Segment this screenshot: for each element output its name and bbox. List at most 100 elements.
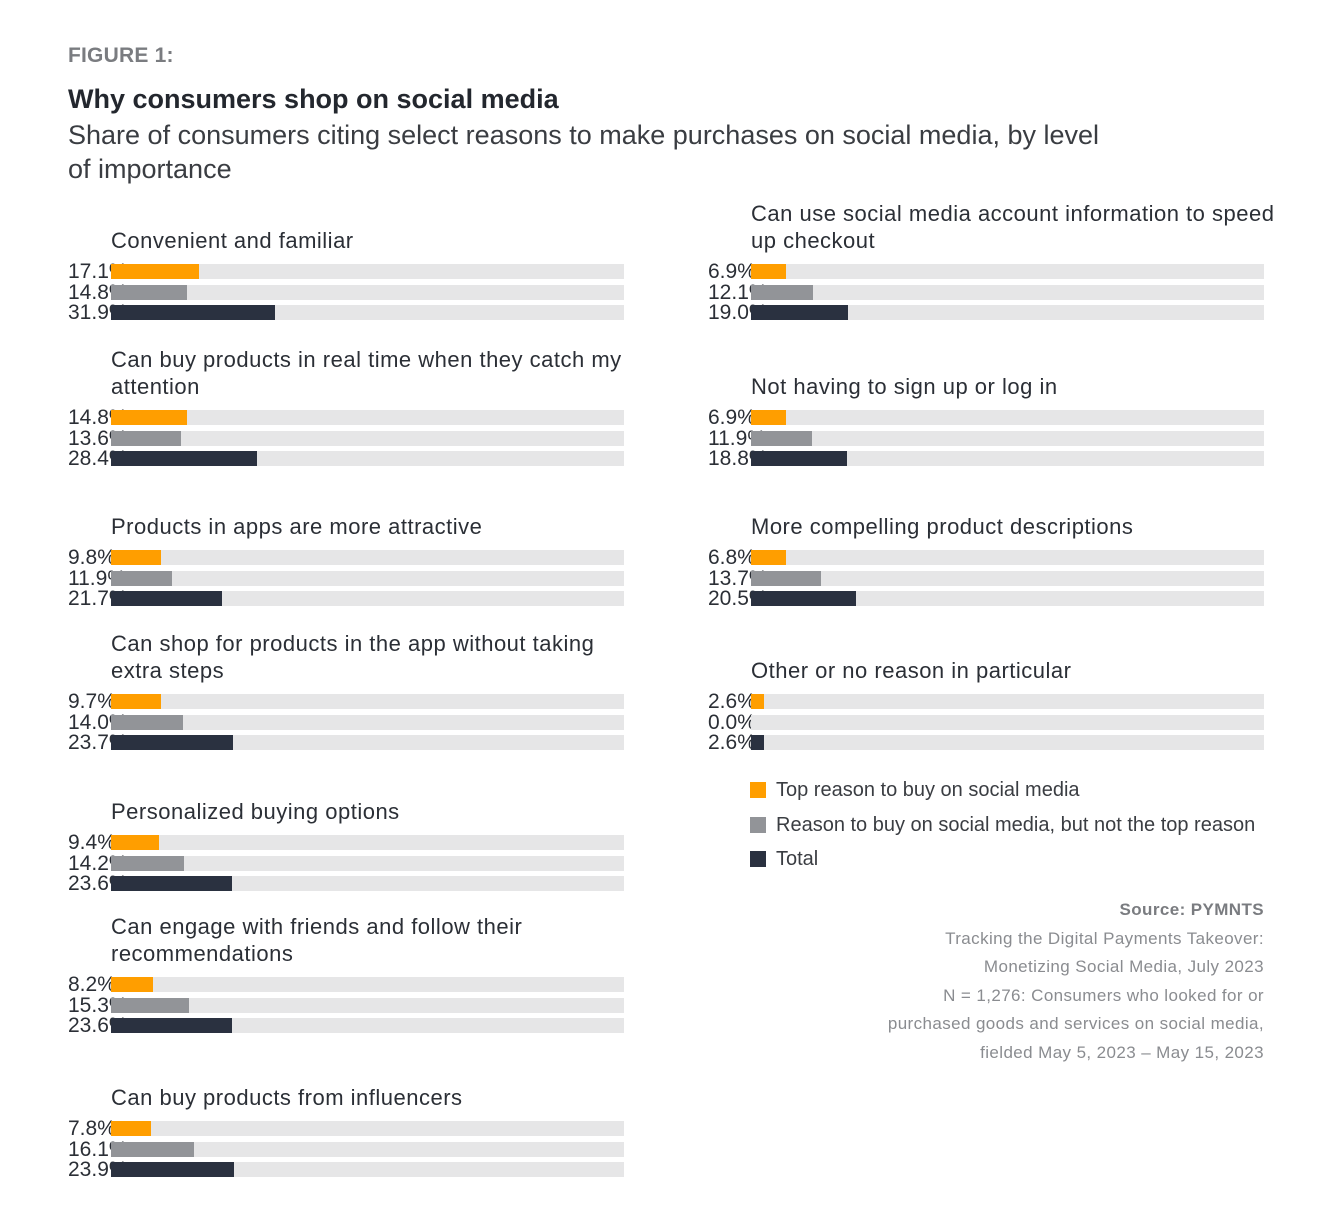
data-label: 6.9% (708, 406, 756, 429)
source-title: Source: PYMNTS (1119, 900, 1264, 919)
data-label: 17.1% (68, 260, 128, 283)
bar-total (751, 591, 857, 606)
bar-not-top-reason (111, 1141, 194, 1157)
bar-track (751, 305, 1264, 320)
data-label: 11.9% (68, 566, 126, 590)
category-label: Can buy products from influencers (111, 1085, 463, 1110)
bar-track (751, 550, 1264, 565)
bar-track (111, 305, 624, 320)
bar-track (111, 835, 624, 850)
bar-not-top-reason (111, 997, 190, 1013)
bar-track (111, 550, 624, 565)
data-label: 9.7% (68, 690, 116, 713)
bar-not-top-reason (751, 430, 813, 446)
category-label: Products in apps are more attractive (111, 514, 483, 539)
bar-total (751, 305, 849, 320)
bar-not-top-reason (111, 430, 181, 446)
chart-title: Why consumers shop on social media (68, 84, 559, 114)
bar-top-reason (111, 835, 160, 850)
bar-track (751, 694, 1264, 709)
legend-swatch-not-top-reason (750, 816, 766, 833)
source-line: fielded May 5, 2023 – May 15, 2023 (980, 1042, 1264, 1062)
bar-top-reason (751, 694, 765, 709)
data-label: 0.0% (708, 710, 756, 734)
bar-total (111, 451, 257, 466)
data-label: 14.8% (68, 406, 128, 429)
bar-track (111, 997, 624, 1013)
category-label: Other or no reason in particular (751, 658, 1072, 683)
legend-swatch-top-reason (750, 782, 766, 798)
bar-track (751, 451, 1264, 466)
bar-top-reason (751, 264, 787, 279)
bar-track (111, 714, 624, 730)
bar-track (751, 284, 1264, 300)
data-label: 19.0% (708, 301, 768, 324)
data-label: 2.6% (708, 731, 756, 754)
data-label: 20.5% (708, 587, 768, 610)
legend-label-total: Total (776, 848, 819, 870)
bar-track (111, 1018, 624, 1033)
data-label: 16.1% (68, 1137, 128, 1161)
bar-total (751, 451, 848, 466)
bar-track (111, 735, 624, 750)
data-label: 14.0% (68, 710, 128, 734)
figure-label: FIGURE 1: (68, 44, 174, 67)
bar-track (751, 735, 1264, 750)
bar-total (111, 305, 275, 320)
data-label: 6.8% (708, 546, 756, 569)
source-line: Monetizing Social Media, July 2023 (983, 957, 1264, 976)
bar-track (111, 264, 624, 279)
data-label: 23.9% (68, 1158, 128, 1181)
bar-total (751, 735, 765, 750)
bar-track (751, 264, 1264, 279)
data-label: 23.6% (68, 872, 128, 895)
bar-not-top-reason (751, 284, 814, 300)
source-note: Source: PYMNTS Tracking the Digital Paym… (888, 896, 1264, 1067)
data-label: 13.6% (68, 426, 128, 450)
legend-label-not-top-reason: Reason to buy on social media, but not t… (776, 813, 1256, 836)
category-label: More compelling product descriptions (751, 514, 1134, 539)
bar-track (751, 410, 1264, 425)
data-label: 23.6% (68, 1014, 128, 1037)
bar-track (111, 876, 624, 891)
category-label: Can buy products in real time when they … (111, 347, 622, 399)
data-label: 31.9% (68, 301, 128, 324)
data-label: 9.8% (68, 546, 116, 569)
bar-track (111, 430, 624, 446)
bar-total (111, 876, 233, 891)
bar-total (111, 1162, 234, 1177)
bar-not-top-reason (111, 714, 183, 730)
bar-total (111, 591, 223, 606)
data-label: 14.8% (68, 280, 128, 304)
bar-not-top-reason (111, 855, 184, 871)
bar-top-reason (111, 977, 154, 992)
data-label: 6.9% (708, 260, 756, 283)
bar-track (751, 591, 1264, 606)
category-label: Can use social media account information… (751, 201, 1275, 253)
bar-track (751, 570, 1264, 586)
bar-top-reason (111, 264, 199, 279)
bar-not-top-reason (751, 570, 822, 586)
chart-subtitle: Share of consumers citing select reasons… (68, 120, 1100, 184)
category-label: Not having to sign up or log in (751, 374, 1058, 399)
bar-track (111, 451, 624, 466)
bar-total (111, 735, 233, 750)
category-label: Can engage with friends and follow their… (111, 914, 523, 966)
bar-not-top-reason (111, 284, 187, 300)
data-label: 7.8% (68, 1117, 116, 1140)
category-label: Can shop for products in the app without… (111, 631, 595, 683)
data-label: 2.6% (708, 690, 756, 713)
data-label: 9.4% (68, 831, 116, 854)
bar-track (111, 284, 624, 300)
bar-track (751, 430, 1264, 446)
category-label: Personalized buying options (111, 799, 400, 824)
bar-track (111, 1141, 624, 1157)
bar-track (111, 570, 624, 586)
bar-top-reason (111, 1121, 151, 1136)
data-label: 14.2% (68, 851, 128, 875)
data-label: 13.7% (708, 566, 768, 590)
source-line: Tracking the Digital Payments Takeover: (945, 928, 1264, 948)
bar-top-reason (111, 694, 161, 709)
bar-top-reason (751, 550, 786, 565)
bar-track (111, 1162, 624, 1177)
